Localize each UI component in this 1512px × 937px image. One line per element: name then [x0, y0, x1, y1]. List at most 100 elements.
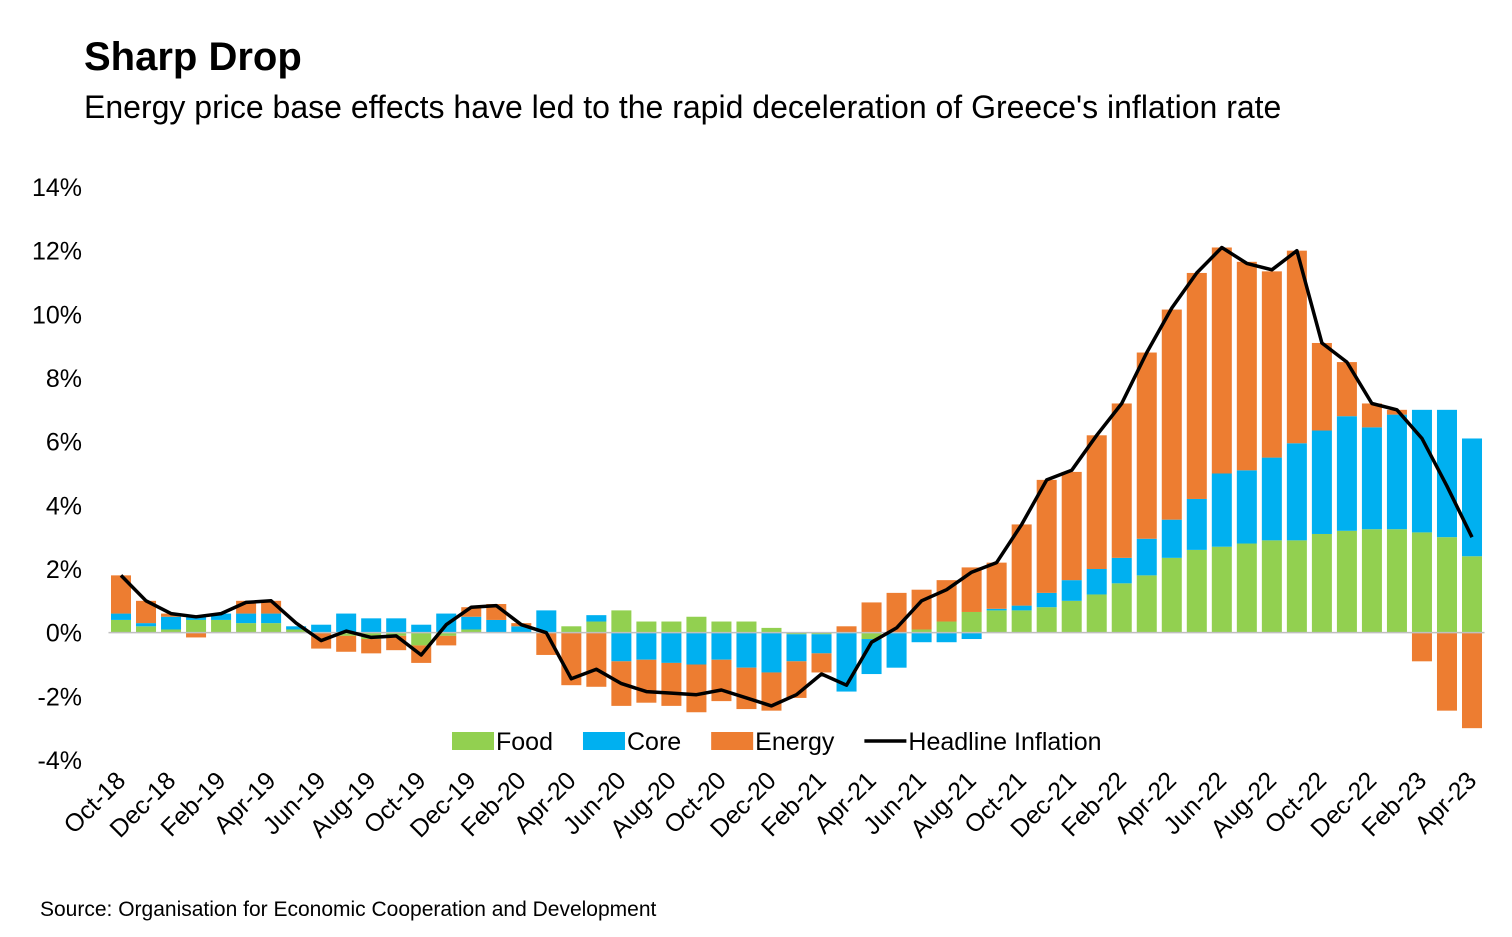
bar [1261, 271, 1282, 458]
bar [1061, 580, 1082, 601]
bar [661, 632, 682, 663]
bar [1436, 632, 1457, 711]
bar [261, 613, 282, 624]
bar [636, 632, 657, 660]
bar [1461, 632, 1483, 729]
bar [1086, 569, 1107, 595]
y-tick-label: -2% [38, 683, 82, 711]
chart-subtitle: Energy price base effects have led to th… [84, 89, 1281, 125]
bar [211, 619, 232, 633]
bar [461, 629, 482, 633]
bar [511, 626, 532, 633]
y-tick-label: -4% [38, 747, 82, 775]
bar [636, 621, 657, 633]
bar [736, 621, 757, 633]
bar [486, 619, 507, 633]
y-tick-label: 2% [46, 556, 82, 584]
bar [786, 634, 807, 662]
y-tick-label: 14% [32, 174, 82, 202]
legend-swatch [711, 732, 754, 750]
bar [586, 632, 607, 687]
bar [1186, 549, 1207, 633]
chart-title: Sharp Drop [84, 35, 302, 79]
bar [1036, 607, 1057, 633]
bar [1161, 309, 1182, 520]
bar [1111, 557, 1132, 584]
bar [386, 618, 407, 633]
legend: Food Core Energy Headline Inflation [452, 728, 1102, 756]
bar [411, 624, 432, 633]
bar [236, 613, 257, 624]
bar [336, 632, 357, 636]
bar [1311, 342, 1332, 431]
y-tick-label: 4% [46, 492, 82, 520]
bar [686, 632, 707, 665]
legend-label: Energy [755, 728, 835, 756]
bar [886, 632, 907, 668]
bar [1011, 610, 1032, 633]
bar [261, 623, 282, 633]
y-tick-label: 6% [46, 429, 82, 457]
bar [761, 627, 782, 633]
bar [1386, 414, 1407, 530]
bar [736, 632, 757, 668]
bar [1011, 524, 1032, 606]
bar [811, 653, 832, 673]
bar [911, 632, 932, 643]
bar [1136, 352, 1157, 539]
bar [1111, 403, 1132, 558]
bar [1061, 600, 1082, 633]
bar [186, 632, 207, 638]
legend-swatch [582, 732, 625, 750]
bar [961, 632, 982, 640]
bar [461, 616, 482, 630]
bar [236, 623, 257, 633]
bar [411, 632, 432, 646]
bar [1186, 272, 1207, 499]
bar [286, 626, 307, 630]
bar [836, 626, 857, 633]
bar [136, 626, 157, 633]
bar [911, 629, 932, 633]
bar [136, 600, 157, 624]
bar [661, 662, 682, 706]
bar [1186, 498, 1207, 550]
bar [361, 639, 382, 654]
bar [1261, 540, 1282, 633]
bar [986, 610, 1007, 633]
bar [1211, 247, 1232, 474]
bar [736, 667, 757, 710]
bar [661, 621, 682, 633]
bar [161, 616, 182, 630]
bar [711, 621, 732, 633]
bar [686, 664, 707, 713]
bar [1161, 557, 1182, 633]
bar [636, 659, 657, 703]
y-tick-label: 0% [46, 620, 82, 648]
bar [1411, 532, 1432, 633]
bar [1136, 538, 1157, 576]
bar [936, 632, 957, 643]
bar [811, 634, 832, 654]
bar [961, 611, 982, 633]
bar [311, 624, 332, 633]
legend-label: Core [627, 728, 681, 756]
bar [1336, 362, 1357, 417]
bar [536, 632, 557, 655]
bar [1336, 530, 1357, 633]
bar [361, 618, 382, 633]
bar [1336, 416, 1357, 531]
y-tick-label: 12% [32, 238, 82, 266]
bar [861, 632, 882, 640]
bar [1411, 409, 1432, 533]
bar [811, 632, 832, 635]
bar [1461, 438, 1483, 557]
line [119, 245, 1474, 708]
bar [586, 615, 607, 622]
bar [1086, 435, 1107, 569]
bar [1386, 529, 1407, 633]
legend-label: Food [496, 728, 553, 756]
bar [110, 619, 132, 633]
bar [161, 629, 182, 633]
